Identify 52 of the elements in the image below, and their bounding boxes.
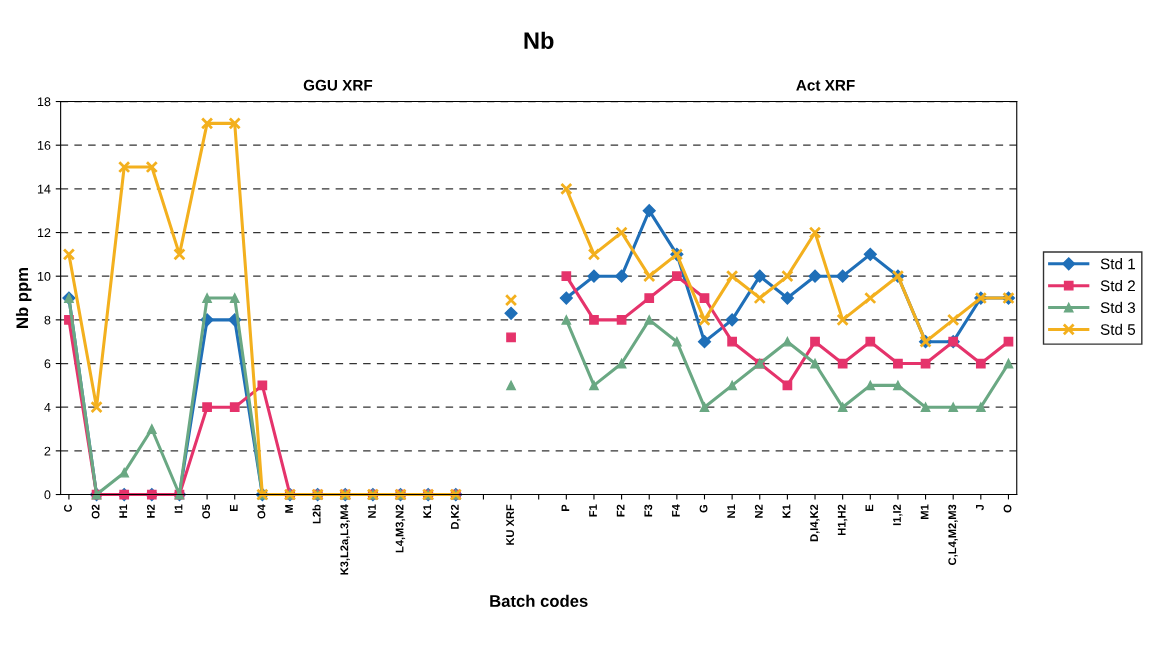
text: GGU XRF [303,79,373,91]
x-tick-label: M1 [920,504,929,519]
x-tick-label: D,K2 [450,504,461,529]
x-tick-label: F1 [589,504,597,517]
chart-title: Nb [524,31,554,49]
x-tick-label: K3,L2a,L3,M4 [340,504,350,575]
y-tick-label: 6 [44,359,51,369]
y-axis-title: Nb ppm [15,268,32,328]
y-tick-label: 10 [37,271,51,281]
y-tick-label: 2 [44,446,51,456]
x-tick-label: N2 [754,504,763,518]
x-tick-label: H1 [119,504,128,518]
legend-label: Std 5 [1100,323,1136,335]
x-tick-label: F3 [644,504,653,517]
x-tick-label: E [865,504,874,511]
x-tick-label: J [976,505,984,511]
x-tick-label: N1 [727,504,735,518]
x-tick-label: E [229,504,238,511]
x-tick-label: K1 [423,504,432,518]
x-tick-label: I1 [174,504,183,513]
x-axis-title: Batch codes [490,594,588,607]
x-tick-label: O [1003,504,1012,513]
x-tick-label: H2 [146,504,155,518]
x-tick-label: N1 [368,504,376,518]
x-tick-label: O4 [257,504,266,519]
x-tick-label: G [699,504,708,513]
x-tick-label: F2 [616,504,625,517]
y-tick-label: 18 [37,97,51,107]
x-tick-label: L2b [312,504,321,524]
text: Act XRF [796,79,855,91]
x-tick-label: O5 [202,504,211,519]
x-tick-label: K1 [782,504,791,518]
legend-label: Std 3 [1100,301,1136,314]
legend-label: Std 2 [1100,279,1135,292]
x-tick-label: L4,M3,N2 [395,504,406,553]
y-tick-label: 12 [37,228,51,238]
y-tick-label: 0 [44,490,51,500]
y-tick-label: 16 [37,140,51,150]
x-tick-label: P [561,504,570,511]
y-tick-label: 14 [37,184,51,194]
x-tick-label: C [64,504,72,512]
x-tick-label: I1,I2 [893,504,903,526]
x-tick-label: KU XRF [506,504,515,545]
x-tick-label: C,L4,M2,M3 [948,504,958,565]
x-tick-label: O2 [91,504,100,519]
x-tick-label: H1,H2 [837,504,848,535]
y-tick-label: 8 [44,315,51,325]
x-tick-label: F4 [672,504,680,517]
legend-label: Std 1 [1100,258,1135,270]
y-tick-label: 4 [44,403,51,412]
x-tick-label: M [285,504,293,513]
x-tick-label: D,I4,K2 [810,504,820,542]
